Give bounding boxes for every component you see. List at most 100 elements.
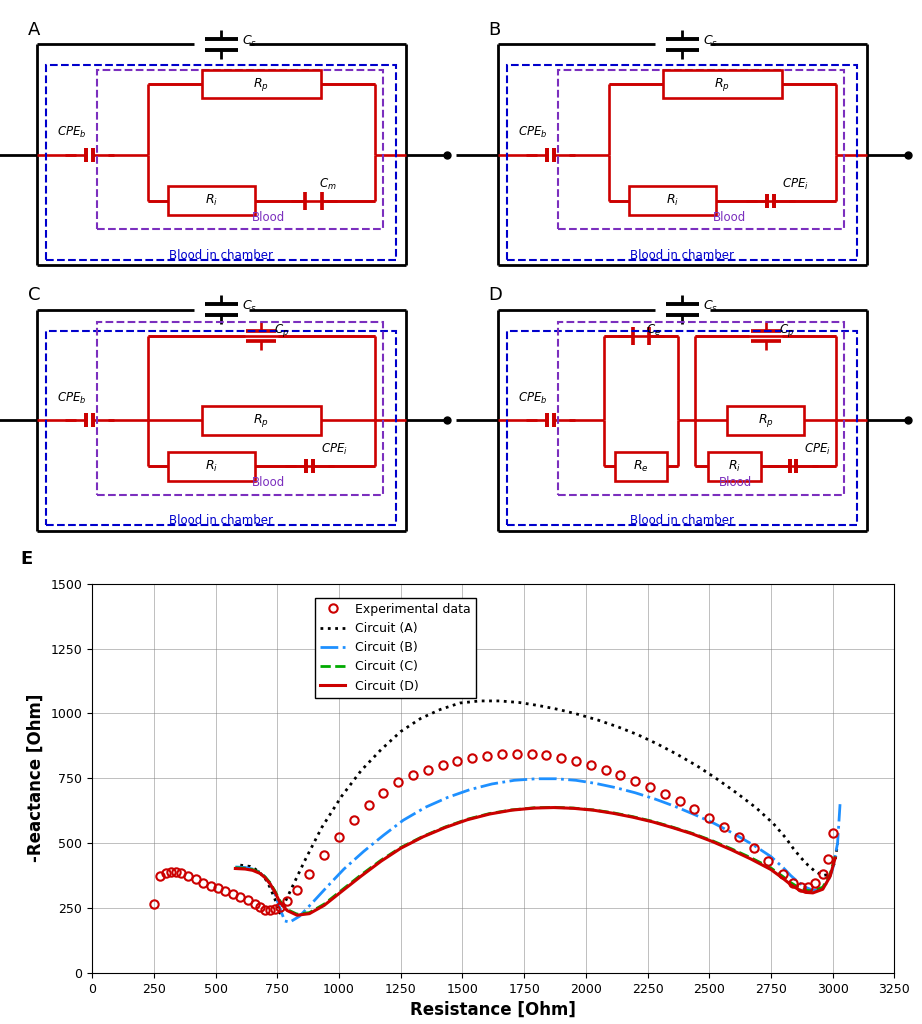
Text: Blood in chamber: Blood in chamber <box>170 514 273 527</box>
Bar <box>507 66 857 260</box>
Circuit (D) <box>817 883 828 895</box>
Circuit (D) <box>786 879 797 891</box>
Circuit (D) <box>568 802 579 814</box>
Circuit (A) <box>731 786 742 799</box>
Circuit (C) <box>269 885 280 897</box>
Circuit (D) <box>396 842 407 854</box>
Text: $CPE_i$: $CPE_i$ <box>804 442 831 457</box>
Circuit (D) <box>265 878 276 890</box>
Line: Circuit (A): Circuit (A) <box>241 701 837 913</box>
Circuit (C) <box>817 881 828 893</box>
Circuit (A) <box>534 699 545 712</box>
Circuit (A) <box>751 802 762 814</box>
Circuit (D) <box>824 870 835 883</box>
Text: $CPE_b$: $CPE_b$ <box>518 390 548 406</box>
Circuit (B) <box>284 916 295 929</box>
Circuit (A) <box>832 837 843 849</box>
Circuit (B) <box>274 902 285 914</box>
Circuit (D) <box>281 904 292 916</box>
Circuit (D) <box>259 871 270 884</box>
Circuit (D) <box>830 852 841 864</box>
Text: B: B <box>489 20 501 39</box>
Bar <box>558 71 844 229</box>
Circuit (D) <box>746 853 757 865</box>
Text: Blood: Blood <box>252 476 285 489</box>
Bar <box>558 323 844 495</box>
Circuit (C) <box>506 804 517 816</box>
Circuit (A) <box>787 842 798 854</box>
Circuit (C) <box>240 862 251 874</box>
Bar <box>97 323 383 495</box>
Text: $C_s$: $C_s$ <box>242 34 256 49</box>
Circuit (B) <box>571 774 582 786</box>
Circuit (C) <box>786 877 797 889</box>
Circuit (B) <box>269 888 280 900</box>
Circuit (B) <box>230 861 241 873</box>
Circuit (A) <box>434 703 445 716</box>
Circuit (A) <box>356 764 367 776</box>
Circuit (B) <box>689 808 700 820</box>
Circuit (A) <box>235 859 246 871</box>
Text: $R_p$: $R_p$ <box>254 412 269 429</box>
Circuit (A) <box>573 709 584 721</box>
Circuit (C) <box>706 835 717 847</box>
Circuit (B) <box>321 881 332 893</box>
Circuit (C) <box>793 881 804 893</box>
Circuit (C) <box>291 908 302 921</box>
Text: $R_p$: $R_p$ <box>254 76 269 92</box>
Circuit (D) <box>274 896 285 908</box>
Circuit (D) <box>356 870 367 883</box>
Circuit (C) <box>281 903 292 915</box>
Bar <box>168 186 254 215</box>
Circuit (B) <box>397 814 408 826</box>
Text: Blood: Blood <box>718 476 751 489</box>
Circuit (C) <box>587 804 598 816</box>
Circuit (B) <box>265 878 276 890</box>
Text: A: A <box>28 20 40 39</box>
Circuit (C) <box>319 898 330 910</box>
Circuit (D) <box>418 830 429 843</box>
Circuit (A) <box>316 821 327 834</box>
Circuit (C) <box>484 807 495 819</box>
Text: $R_i$: $R_i$ <box>205 194 218 208</box>
Circuit (D) <box>667 821 678 834</box>
Circuit (C) <box>528 802 539 814</box>
Circuit (D) <box>528 802 539 814</box>
Circuit (B) <box>306 897 317 909</box>
Text: $R_i$: $R_i$ <box>728 459 741 474</box>
Circuit (C) <box>808 885 819 897</box>
Circuit (C) <box>247 863 258 876</box>
Circuit (A) <box>375 743 386 756</box>
Circuit (A) <box>259 872 270 885</box>
Circuit (A) <box>824 868 835 881</box>
Circuit (B) <box>259 870 270 883</box>
Circuit (D) <box>793 883 804 895</box>
Circuit (A) <box>269 893 280 905</box>
Circuit (B) <box>630 786 641 799</box>
Circuit (D) <box>304 907 315 920</box>
Circuit (B) <box>815 884 826 896</box>
Circuit (D) <box>587 804 598 816</box>
Circuit (D) <box>319 899 330 911</box>
Text: $CPE_b$: $CPE_b$ <box>57 125 87 140</box>
Circuit (C) <box>418 830 429 843</box>
Circuit (C) <box>356 868 367 881</box>
Circuit (D) <box>230 862 241 874</box>
Text: $R_p$: $R_p$ <box>715 76 730 92</box>
Circuit (B) <box>610 781 621 794</box>
Circuit (B) <box>279 914 290 927</box>
Circuit (D) <box>726 844 737 856</box>
Circuit (B) <box>728 827 739 840</box>
Circuit (B) <box>793 876 804 888</box>
Circuit (A) <box>494 695 505 708</box>
Circuit (D) <box>462 814 473 826</box>
Circuit (A) <box>415 713 426 725</box>
Text: Blood in chamber: Blood in chamber <box>170 249 273 262</box>
Circuit (A) <box>265 881 276 893</box>
Bar <box>663 70 782 98</box>
Text: $R_i$: $R_i$ <box>666 194 679 208</box>
Bar <box>615 452 667 480</box>
Bar <box>46 66 396 260</box>
Circuit (D) <box>269 886 280 898</box>
Circuit (A) <box>593 714 604 726</box>
